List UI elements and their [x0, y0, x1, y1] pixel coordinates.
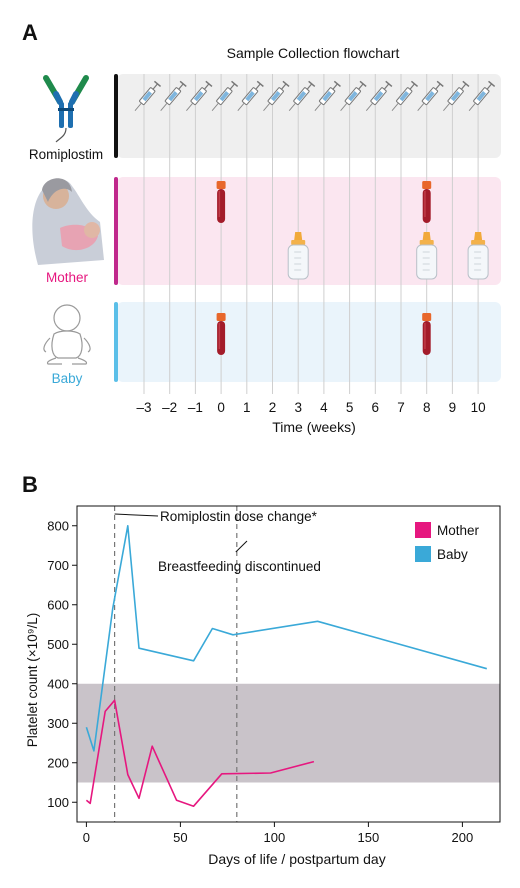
- legend-label-baby: Baby: [437, 547, 468, 562]
- baby-row-bar: [114, 302, 118, 382]
- week-tick-label: –3: [136, 400, 151, 415]
- y-tick-label: 600: [47, 597, 69, 612]
- syringe-icon: [237, 80, 264, 112]
- week-tick-label: 10: [471, 400, 486, 415]
- blood-tube-icon: [422, 181, 432, 223]
- syringe-icon: [417, 80, 444, 112]
- syringe-icon: [186, 80, 213, 112]
- syringe-icon: [160, 80, 187, 112]
- row-label-romiplostim: Romiplostim: [29, 147, 103, 162]
- week-tick-label: 3: [294, 400, 302, 415]
- week-tick-label: 7: [397, 400, 405, 415]
- week-tick-label: 2: [269, 400, 277, 415]
- week-tick-label: 1: [243, 400, 251, 415]
- y-tick-label: 200: [47, 755, 69, 770]
- legend: Mother Baby: [415, 522, 480, 562]
- x-tick-label: 50: [173, 830, 187, 845]
- antibody-icon: [43, 75, 89, 143]
- legend-swatch-mother: [415, 522, 431, 538]
- y-axis-ticks: 100 200 300 400 500 600 700 800: [47, 518, 77, 810]
- week-tick-label: –1: [188, 400, 203, 415]
- annotations: Romiplostin dose change* Breastfeeding di…: [114, 509, 321, 574]
- mother-samples: [216, 181, 489, 280]
- y-tick-label: 400: [47, 676, 69, 691]
- romiplostim-injections: [134, 80, 496, 112]
- panel-b-letter: B: [22, 472, 38, 497]
- week-tick-label: –2: [162, 400, 177, 415]
- blood-tube-icon: [216, 313, 226, 355]
- week-tick-label: 9: [449, 400, 457, 415]
- blood-tube-icon: [422, 313, 432, 355]
- syringe-icon: [288, 80, 316, 112]
- panel-a-title: Sample Collection flowchart: [227, 45, 400, 61]
- x-tick-label: 0: [83, 830, 90, 845]
- milk-bottle-icon: [287, 232, 309, 280]
- plot-frame: [76, 505, 501, 823]
- syringe-icon: [468, 80, 496, 112]
- syringe-icon: [443, 80, 470, 112]
- series-line-baby: [85, 524, 488, 752]
- mother-breastfeeding-icon: [32, 178, 104, 265]
- baby-row-background: [117, 302, 501, 382]
- syringe-icon: [211, 80, 239, 112]
- syringe-icon: [391, 80, 419, 112]
- annotation-dose-change: Romiplostin dose change*: [160, 509, 318, 524]
- mother-row-bar: [114, 177, 118, 285]
- y-tick-label: 800: [47, 518, 69, 533]
- x-tick-label: 200: [452, 830, 474, 845]
- blood-tube-icon: [216, 181, 226, 223]
- row-label-baby: Baby: [52, 371, 83, 386]
- week-tick-label: 8: [423, 400, 431, 415]
- week-tick-label: 4: [320, 400, 328, 415]
- series-line-mother: [85, 699, 315, 808]
- syringe-icon: [134, 80, 162, 112]
- week-tick-label: 0: [217, 400, 225, 415]
- week-tick-label: 6: [372, 400, 380, 415]
- week-tick-labels: –3 –2 –1 0 1 2 3 4 5 6 7 8 9 10: [136, 400, 485, 415]
- y-tick-label: 500: [47, 637, 69, 652]
- x-axis-ticks: 0 50 100 150 200: [83, 822, 473, 845]
- annotation-leader: [235, 540, 248, 553]
- x-tick-label: 100: [264, 830, 286, 845]
- annotation-leader: [114, 513, 159, 517]
- romiplostim-row-bar: [114, 74, 118, 158]
- y-tick-label: 100: [47, 795, 69, 810]
- baby-icon: [43, 304, 91, 365]
- legend-swatch-baby: [415, 546, 431, 562]
- annotation-lines: [113, 506, 238, 822]
- row-label-mother: Mother: [46, 270, 89, 285]
- y-tick-label: 700: [47, 558, 69, 573]
- panel-a-letter: A: [22, 20, 38, 45]
- syringe-icon: [365, 80, 393, 112]
- baby-samples: [216, 313, 432, 355]
- y-tick-label: 300: [47, 716, 69, 731]
- series-lines: [85, 524, 488, 808]
- mother-row-background: [117, 177, 501, 285]
- milk-bottle-icon: [416, 232, 438, 280]
- platelet-chart: 100 200 300 400 500 600 700 800 0 50 100 150 200 Ro…: [25, 505, 501, 867]
- y-axis-label: Platelet count (×10⁹/L): [25, 613, 40, 748]
- annotation-breastfeeding: Breastfeeding discontinued: [158, 559, 321, 574]
- milk-bottle-icon: [467, 232, 489, 280]
- syringe-icon: [263, 80, 290, 112]
- syringe-icon: [314, 80, 341, 112]
- x-tick-label: 150: [358, 830, 380, 845]
- legend-label-mother: Mother: [437, 523, 480, 538]
- week-tick-label: 5: [346, 400, 354, 415]
- syringe-icon: [340, 80, 367, 112]
- x-axis-label: Days of life / postpartum day: [208, 851, 385, 867]
- panel-a-xlabel: Time (weeks): [272, 419, 356, 435]
